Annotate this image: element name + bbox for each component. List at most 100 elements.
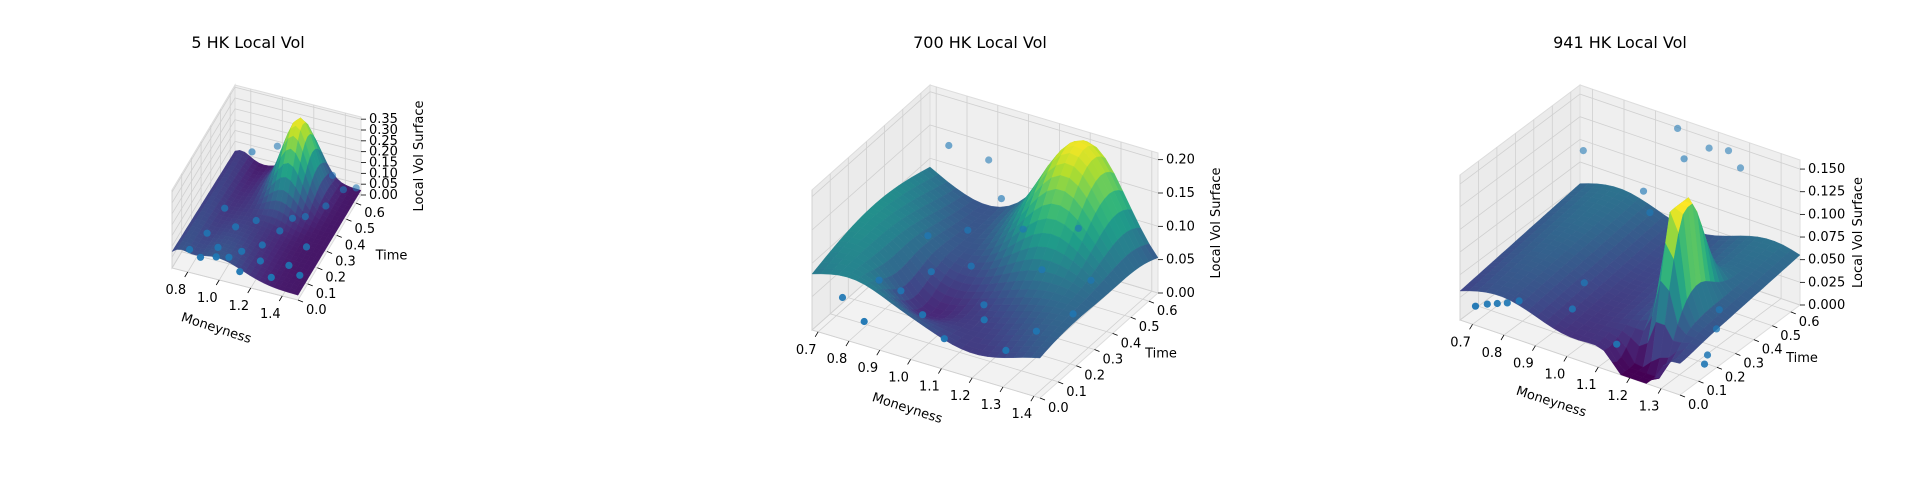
y-tick-label: 0.2 <box>1084 369 1105 384</box>
scatter-point <box>232 223 240 231</box>
scatter-point <box>940 335 948 343</box>
scatter-point <box>875 276 883 284</box>
y-tick-label: 0.4 <box>345 238 366 253</box>
x-tick-label: 1.1 <box>919 380 940 395</box>
scatter-point <box>301 213 309 221</box>
z-tick-label: 0.100 <box>1808 207 1845 222</box>
surface-941-hk <box>1459 183 1801 384</box>
x-tick-mark <box>845 340 850 347</box>
z-gridline <box>1459 93 1801 185</box>
x-tick-label: 1.1 <box>1576 378 1597 393</box>
y-tick-label: 0.1 <box>1707 384 1728 399</box>
chart-title: 5 HK Local Vol <box>191 33 304 52</box>
x-tick-label: 0.9 <box>857 361 878 376</box>
y-tick-mark <box>326 251 333 254</box>
scatter-point <box>221 204 229 212</box>
scatter-point <box>1580 279 1588 287</box>
scatter-point <box>1736 164 1745 172</box>
scatter-point <box>1639 187 1648 195</box>
scatter-point <box>838 293 847 302</box>
surface-patch <box>1030 351 1045 359</box>
y-tick-mark <box>1148 300 1155 304</box>
scatter-point <box>1674 124 1682 132</box>
z-gridline <box>1459 138 1801 230</box>
subplot-941-hk-local-vol: 0.70.80.91.01.11.21.3 0.00.10.20.30.40.50… <box>1450 33 1866 421</box>
x-axis-label: Moneyness <box>870 390 944 427</box>
scatter-point <box>248 148 256 156</box>
y-axis-label: Time <box>1144 347 1177 362</box>
y-axis-label: Time <box>1785 351 1818 366</box>
x-tick-mark <box>938 368 942 374</box>
scatter-point <box>1715 306 1723 314</box>
scatter-point <box>1471 302 1480 310</box>
y-tick-label: 0.6 <box>1157 304 1178 319</box>
surface-patch <box>1671 357 1686 364</box>
scatter-point <box>296 271 304 279</box>
surface-5-hk <box>171 117 362 296</box>
scatter-point <box>1724 147 1733 155</box>
y-tick-label: 0.6 <box>1799 315 1820 330</box>
x-tick-mark <box>876 350 881 356</box>
scatter-point <box>980 316 988 324</box>
z-tick-label: 0.35 <box>369 112 398 127</box>
scatter-point <box>1074 224 1082 232</box>
x-tick-label: 1.2 <box>228 299 249 314</box>
z-tick-label: 0.10 <box>369 166 398 181</box>
scatter-point <box>258 241 266 249</box>
scatter-point <box>1646 209 1654 217</box>
scatter-point <box>1613 340 1621 348</box>
x-tick-mark <box>1657 388 1662 394</box>
y-tick-label: 0.6 <box>364 206 385 221</box>
scatter-point <box>919 311 927 319</box>
x-tick-label: 1.0 <box>888 370 909 385</box>
scatter-point <box>924 232 932 240</box>
y-tick-label: 0.5 <box>355 222 376 237</box>
y-tick-mark <box>1058 381 1064 385</box>
scatter-point <box>1705 144 1713 152</box>
x-tick-mark <box>247 287 252 294</box>
x-tick-mark <box>215 279 220 286</box>
x-tick-label: 1.2 <box>1607 389 1628 404</box>
scatter-point <box>238 247 246 255</box>
z-tick-label: 0.15 <box>1166 186 1195 201</box>
y-tick-mark <box>1753 339 1759 342</box>
y-tick-label: 0.2 <box>1725 370 1746 385</box>
y-tick-label: 0.3 <box>1743 357 1764 372</box>
x-tick-label: 0.8 <box>165 283 186 298</box>
x-tick-label: 1.4 <box>260 307 281 322</box>
scatter-point <box>252 216 260 225</box>
y-tick-label: 0.3 <box>1103 353 1124 368</box>
x-tick-mark <box>1563 356 1568 362</box>
z-tick-label: 0.20 <box>1166 153 1195 168</box>
scatter-point <box>186 245 194 254</box>
x-tick-mark <box>1500 334 1505 341</box>
y-tick-label: 0.5 <box>1139 320 1160 335</box>
z-gridline <box>171 86 362 193</box>
scatter-point <box>212 253 220 261</box>
z-tick-label: 0.050 <box>1808 253 1845 268</box>
scatter-point <box>860 317 868 326</box>
x-tick-mark <box>907 359 911 365</box>
y-tick-label: 0.3 <box>335 255 356 270</box>
y-tick-mark <box>1679 394 1686 398</box>
scatter-point <box>1483 300 1491 308</box>
y-tick-mark <box>1094 349 1100 352</box>
x-tick-label: 1.2 <box>950 389 971 404</box>
scatter-point <box>352 184 360 192</box>
x-axis-label: Moneyness <box>179 310 253 347</box>
scatter-700-hk <box>838 141 1095 354</box>
x-tick-label: 1.0 <box>197 291 218 306</box>
x-tick-label: 1.0 <box>1545 367 1566 382</box>
scatter-point <box>276 227 284 235</box>
y-tick-mark <box>1790 311 1796 315</box>
scatter-point <box>964 226 972 234</box>
z-tick-label: 0.125 <box>1808 185 1845 200</box>
scatter-point <box>196 253 205 261</box>
scatter-point <box>322 202 330 210</box>
scatter-point <box>945 141 953 150</box>
scatter-point <box>288 214 297 222</box>
y-tick-mark <box>1772 325 1778 329</box>
x-tick-label: 0.8 <box>827 352 848 367</box>
z-axis-label: Local Vol Surface <box>412 101 427 212</box>
